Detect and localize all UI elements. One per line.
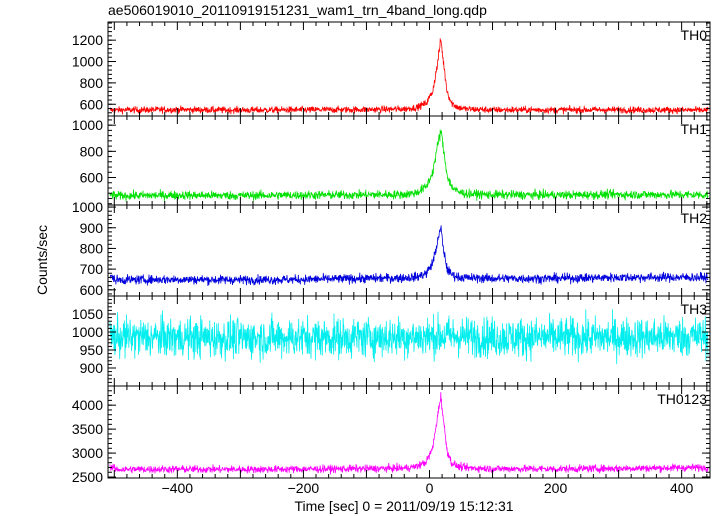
y-tick-label: 1200 (72, 32, 103, 48)
x-tick-label: −200 (288, 480, 320, 496)
y-tick-label: 800 (80, 240, 104, 256)
x-tick-label: −400 (162, 480, 194, 496)
y-tick-label: 1000 (72, 54, 103, 70)
panel-th0: 600 800 1000 1200 TH0 (72, 21, 711, 117)
y-tick-label: 800 (80, 143, 104, 159)
y-tick-label: 1050 (72, 306, 103, 322)
series-th0-line (109, 38, 709, 115)
y-tick-label: 600 (80, 282, 104, 298)
y-tick-label: 3500 (72, 421, 103, 437)
y-tick-label: 4000 (72, 397, 103, 413)
panel-th2: 600 700 800 900 1000 TH2 (72, 199, 711, 298)
panel-th0123: 2500 3000 3500 4000 TH0123 (72, 385, 711, 485)
panel-label-th1: TH1 (681, 121, 708, 137)
panel-label-th2: TH2 (681, 210, 708, 226)
panel-label-th0123: TH0123 (657, 391, 707, 407)
x-tick-label: 200 (544, 480, 568, 496)
series-th1-line (109, 129, 709, 202)
panel-frame (107, 385, 711, 479)
y-tick-label: 950 (80, 342, 104, 358)
y-tick-label: 600 (80, 96, 104, 112)
y-tick-label: 700 (80, 261, 104, 277)
panel-th1: 600 800 1000 TH1 (72, 115, 711, 206)
y-tick-label: 900 (80, 220, 104, 236)
panel-frame (107, 204, 711, 297)
chart-title: ae506019010_20110919151231_wam1_trn_4ban… (108, 2, 487, 18)
series-th0123-line (109, 392, 709, 475)
panel-label-th3: TH3 (681, 301, 708, 317)
y-tick-label: 600 (80, 170, 104, 186)
y-tick-label: 1000 (72, 199, 103, 215)
panels-group: 600 800 1000 1200 TH0 600 800 1000 TH1 600 700 800 9… (72, 21, 711, 485)
y-tick-label: 1000 (72, 324, 103, 340)
y-axis-label: Counts/sec (34, 225, 50, 295)
y-tick-label: 1000 (72, 117, 103, 133)
x-axis-label: Time [sec] 0 = 2011/09/19 15:12:31 (294, 498, 513, 514)
series-th3-line (109, 309, 709, 365)
y-tick-label: 2500 (72, 469, 103, 485)
y-tick-label: 3000 (72, 445, 103, 461)
y-tick-label: 800 (80, 75, 104, 91)
panel-frame (107, 21, 711, 117)
x-axis-ticks: −400 −200 0 200 400 (162, 480, 694, 496)
panel-th3: 900 950 1000 1050 TH3 (72, 295, 711, 387)
x-tick-label: 0 (426, 480, 434, 496)
y-tick-label: 900 (80, 360, 104, 376)
series-th2-line (109, 225, 709, 287)
panel-label-th0: TH0 (681, 27, 708, 43)
x-tick-label: 400 (670, 480, 694, 496)
